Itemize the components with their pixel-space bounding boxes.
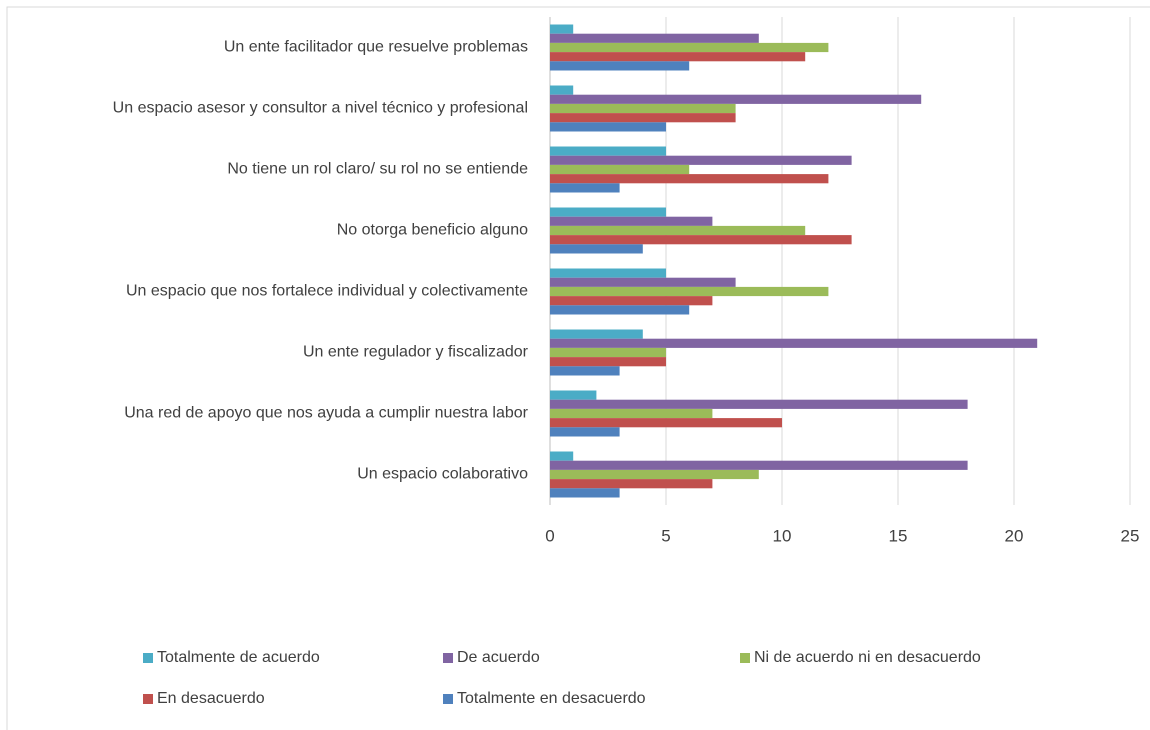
bar <box>550 103 736 114</box>
bar <box>550 244 643 254</box>
bar <box>550 183 620 193</box>
y-tick-label: Una red de apoyo que nos ayuda a cumplir… <box>124 405 528 422</box>
bar <box>550 286 829 297</box>
bar <box>550 33 759 43</box>
legend-label: Totalmente de acuerdo <box>157 649 320 666</box>
legend-swatch <box>143 694 153 704</box>
bar <box>550 235 852 245</box>
bar <box>550 61 690 71</box>
y-tick-label: Un ente regulador y fiscalizador <box>303 344 529 361</box>
y-tick-label: Un ente facilitador que resuelve problem… <box>224 39 528 56</box>
bar <box>550 174 829 184</box>
x-tick-label: 5 <box>661 526 670 545</box>
bar <box>550 469 759 480</box>
bar <box>550 268 666 278</box>
bar <box>550 225 806 236</box>
bar <box>550 408 713 419</box>
legend-label: En desacuerdo <box>157 690 265 707</box>
bar <box>550 460 968 470</box>
bar <box>550 164 690 175</box>
y-tick-label: Un espacio asesor y consultor a nivel té… <box>113 100 528 117</box>
bar <box>550 338 1038 348</box>
bar <box>550 357 666 367</box>
bar <box>550 305 690 315</box>
x-tick-label: 25 <box>1121 526 1140 545</box>
bar <box>550 479 713 489</box>
legend-swatch <box>143 653 153 663</box>
bar <box>550 94 922 104</box>
x-tick-label: 10 <box>773 526 792 545</box>
x-tick-label: 15 <box>889 526 908 545</box>
x-tick-label: 0 <box>545 526 554 545</box>
bar <box>550 122 666 132</box>
legend-label: De acuerdo <box>457 649 540 666</box>
bar <box>550 113 736 123</box>
bar <box>550 366 620 376</box>
bar <box>550 347 666 358</box>
bar <box>550 488 620 498</box>
bar <box>550 207 666 217</box>
chart-frame <box>6 6 1150 730</box>
bar <box>550 451 574 461</box>
bar <box>550 146 666 156</box>
legend-label: Ni de acuerdo ni en desacuerdo <box>754 649 981 666</box>
bar <box>550 329 643 339</box>
bar <box>550 216 713 226</box>
y-tick-label: No otorga beneficio alguno <box>337 222 528 239</box>
y-tick-label: No tiene un rol claro/ su rol no se enti… <box>227 161 528 178</box>
bar <box>550 427 620 437</box>
legend-swatch <box>740 653 750 663</box>
bar <box>550 24 574 34</box>
legend-label: Totalmente en desacuerdo <box>457 690 646 707</box>
legend-swatch <box>443 694 453 704</box>
bar <box>550 42 829 53</box>
bar <box>550 155 852 165</box>
y-tick-label: Un espacio colaborativo <box>357 466 528 483</box>
bar <box>550 296 713 306</box>
bar <box>550 390 597 400</box>
y-tick-label: Un espacio que nos fortalece individual … <box>126 283 528 300</box>
bar <box>550 85 574 95</box>
bar <box>550 277 736 287</box>
legend-swatch <box>443 653 453 663</box>
bar <box>550 399 968 409</box>
x-tick-label: 20 <box>1005 526 1024 545</box>
bar <box>550 52 806 62</box>
bar <box>550 418 782 428</box>
